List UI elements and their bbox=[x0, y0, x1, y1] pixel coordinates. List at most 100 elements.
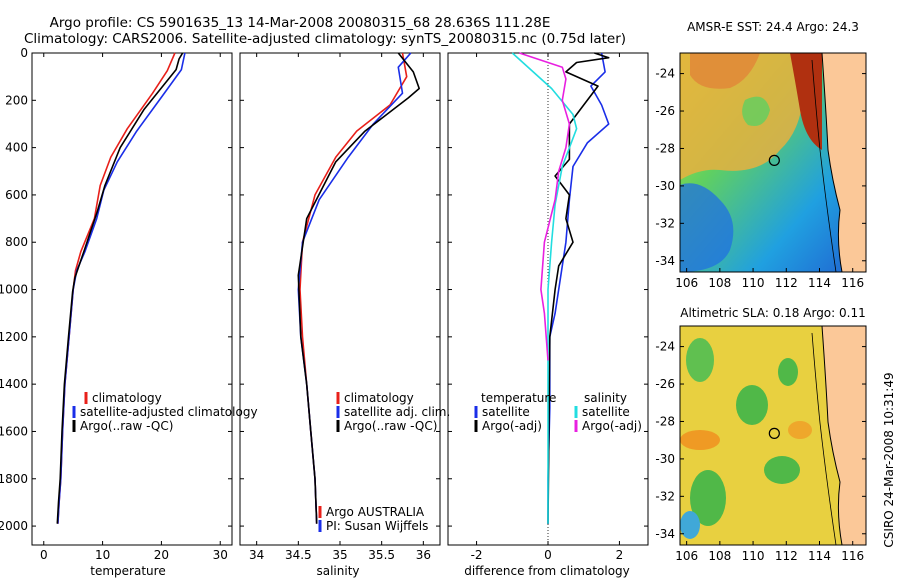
sla-map-frame bbox=[679, 325, 867, 546]
figure-title-line1: Argo profile: CS 5901635_13 14-Mar-2008 … bbox=[50, 15, 551, 31]
sst-map-field bbox=[680, 53, 866, 272]
difference-legend: temperature satellite Argo(-adj) salinit… bbox=[474, 391, 642, 433]
longitude-tick-label: 112 bbox=[775, 276, 798, 290]
sla-high-eddy bbox=[680, 430, 720, 450]
sst-land bbox=[822, 53, 866, 272]
legend-label-temp-satellite: satellite bbox=[482, 405, 530, 419]
longitude-tick-label: 106 bbox=[675, 276, 698, 290]
x-tick-label: -2 bbox=[471, 548, 483, 562]
series-line-argo-raw-qc bbox=[297, 52, 421, 524]
x-tick-label: 34 bbox=[249, 548, 264, 562]
latitude-tick-label: -28 bbox=[655, 414, 675, 428]
depth-tick-label: 400 bbox=[5, 141, 28, 155]
x-tick-label: 34.5 bbox=[285, 548, 312, 562]
longitude-tick-label: 114 bbox=[808, 549, 831, 563]
depth-tick-label: 0 bbox=[20, 46, 28, 60]
longitude-tick-label: 110 bbox=[742, 276, 765, 290]
sst-cool-eddy bbox=[742, 96, 770, 126]
latitude-tick-label: -34 bbox=[655, 527, 675, 541]
depth-tick-label: 600 bbox=[5, 188, 28, 202]
longitude-tick-label: 106 bbox=[675, 549, 698, 563]
salinity-series bbox=[297, 52, 421, 524]
legend-header-temperature: temperature bbox=[481, 391, 556, 405]
latitude-tick-label: -26 bbox=[655, 377, 675, 391]
legend-label-temp-argo: Argo(-adj) bbox=[482, 419, 542, 433]
longitude-tick-label: 110 bbox=[742, 549, 765, 563]
sla-high-eddy bbox=[788, 421, 812, 439]
depth-tick-label: 1200 bbox=[0, 330, 28, 344]
figure-title-line2: Climatology: CARS2006. Satellite-adjuste… bbox=[24, 31, 626, 47]
sla-low-eddy bbox=[764, 456, 800, 484]
temperature-series bbox=[56, 52, 186, 524]
creation-stamp: CSIRO 24-Mar-2008 10:31:49 bbox=[882, 372, 896, 547]
legend-label-argo: Argo(..raw -QC) bbox=[344, 419, 437, 433]
series-line-climatology bbox=[57, 52, 176, 524]
x-tick-label: 0 bbox=[40, 548, 48, 562]
latitude-tick-label: -26 bbox=[655, 104, 675, 118]
series-line-satellite-adj-clim bbox=[297, 52, 412, 524]
depth-axis: 0 200 400 600 800 1000 1200 1400 1600 1800 2000 bbox=[0, 46, 648, 533]
depth-tick-label: 1600 bbox=[0, 424, 28, 438]
sla-lowest-eddy bbox=[680, 511, 700, 539]
argo-float-marker bbox=[768, 427, 780, 439]
sst-bathymetry-contour bbox=[811, 59, 837, 272]
x-tick-label: 0 bbox=[544, 548, 552, 562]
longitude-tick-label: 116 bbox=[841, 549, 864, 563]
temperature-x-axis: 0 10 20 30 bbox=[40, 53, 228, 562]
sst-map-title: AMSR-E SST: 24.4 Argo: 24.3 bbox=[687, 20, 859, 34]
series-line-satellite-salinity bbox=[511, 52, 578, 524]
sst-warmer-region bbox=[690, 53, 760, 89]
annotation-pi-name: PI: Susan Wijffels bbox=[326, 519, 428, 533]
latitude-tick-label: -34 bbox=[655, 254, 675, 268]
x-tick-label: 36 bbox=[416, 548, 431, 562]
longitude-tick-label: 114 bbox=[808, 276, 831, 290]
sst-coastline bbox=[821, 53, 843, 272]
x-tick-label: 35.5 bbox=[368, 548, 395, 562]
series-line-satellite-adjusted-climatology bbox=[57, 52, 186, 524]
series-line-satellite-temperature bbox=[547, 52, 610, 524]
depth-tick-label: 1000 bbox=[0, 283, 28, 297]
difference-x-axis: -2 0 2 bbox=[471, 53, 623, 562]
argo-float-marker bbox=[768, 154, 780, 166]
series-line-argo-adj-temperature bbox=[547, 52, 610, 524]
salinity-legend: climatology satellite adj. clim. Argo(..… bbox=[318, 391, 450, 533]
depth-tick-label: 200 bbox=[5, 93, 28, 107]
depth-tick-label: 1800 bbox=[0, 472, 28, 486]
legend-label-satellite: satellite adj. clim. bbox=[344, 405, 450, 419]
difference-axis-label: difference from climatology bbox=[464, 564, 630, 578]
legend-label-satellite: satellite-adjusted climatology bbox=[80, 405, 258, 419]
latitude-tick-label: -24 bbox=[655, 340, 675, 354]
sst-map-frame bbox=[679, 52, 867, 273]
sst-map-axes: 106 108 110 112 114 116 -24 -26 -28 -30 -32 -34 bbox=[655, 67, 866, 290]
series-line-climatology bbox=[299, 52, 408, 524]
sla-coastline bbox=[821, 326, 843, 545]
legend-label-sal-argo: Argo(-adj) bbox=[582, 419, 642, 433]
temperature-panel-frame bbox=[31, 52, 233, 546]
latitude-tick-label: -32 bbox=[655, 489, 675, 503]
legend-header-salinity: salinity bbox=[584, 391, 627, 405]
salinity-x-axis: 34 34.5 35 35.5 36 bbox=[249, 53, 431, 562]
legend-label-sal-satellite: satellite bbox=[582, 405, 630, 419]
legend-label-climatology: climatology bbox=[344, 391, 414, 405]
annotation-argo-australia: Argo AUSTRALIA bbox=[326, 505, 425, 519]
legend-label-argo: Argo(..raw -QC) bbox=[80, 419, 173, 433]
sla-bathymetry-contour bbox=[811, 332, 837, 545]
latitude-tick-label: -30 bbox=[655, 179, 675, 193]
series-line-argo-adj-salinity bbox=[519, 52, 571, 361]
depth-tick-label: 2000 bbox=[0, 519, 28, 533]
sla-low-eddy bbox=[736, 385, 768, 425]
latitude-tick-label: -30 bbox=[655, 452, 675, 466]
sla-low-eddy bbox=[686, 338, 714, 382]
sla-land bbox=[822, 326, 866, 545]
sla-map-field bbox=[680, 326, 866, 545]
salinity-panel-frame bbox=[239, 52, 441, 546]
depth-tick-label: 1400 bbox=[0, 377, 28, 391]
temperature-legend: climatology satellite-adjusted climatolo… bbox=[72, 391, 258, 433]
latitude-tick-label: -32 bbox=[655, 216, 675, 230]
x-tick-label: 30 bbox=[213, 548, 228, 562]
longitude-tick-label: 108 bbox=[708, 276, 731, 290]
x-tick-label: 35 bbox=[332, 548, 347, 562]
latitude-tick-label: -24 bbox=[655, 67, 675, 81]
